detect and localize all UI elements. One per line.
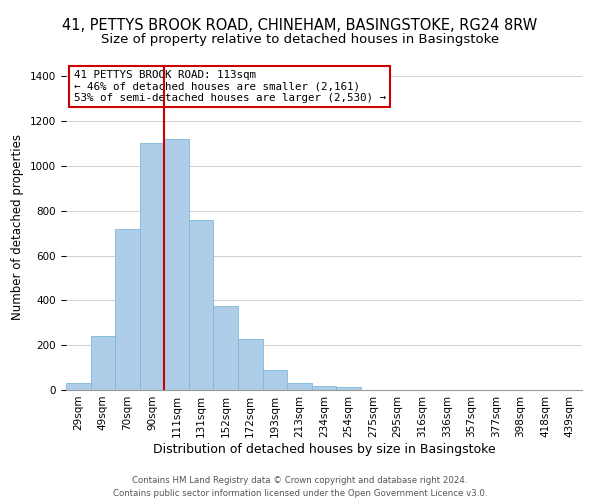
Text: Contains HM Land Registry data © Crown copyright and database right 2024.
Contai: Contains HM Land Registry data © Crown c…: [113, 476, 487, 498]
Bar: [312, 386, 336, 390]
Bar: [189, 220, 214, 390]
Bar: [287, 384, 312, 390]
Bar: [115, 228, 140, 390]
Text: 41, PETTYS BROOK ROAD, CHINEHAM, BASINGSTOKE, RG24 8RW: 41, PETTYS BROOK ROAD, CHINEHAM, BASINGS…: [62, 18, 538, 32]
X-axis label: Distribution of detached houses by size in Basingstoke: Distribution of detached houses by size …: [152, 442, 496, 456]
Bar: [336, 386, 361, 390]
Bar: [164, 139, 189, 390]
Bar: [263, 370, 287, 390]
Bar: [238, 339, 263, 390]
Y-axis label: Number of detached properties: Number of detached properties: [11, 134, 25, 320]
Bar: [214, 306, 238, 390]
Bar: [91, 336, 115, 390]
Bar: [66, 384, 91, 390]
Text: Size of property relative to detached houses in Basingstoke: Size of property relative to detached ho…: [101, 32, 499, 46]
Bar: [140, 144, 164, 390]
Text: 41 PETTYS BROOK ROAD: 113sqm
← 46% of detached houses are smaller (2,161)
53% of: 41 PETTYS BROOK ROAD: 113sqm ← 46% of de…: [74, 70, 386, 103]
